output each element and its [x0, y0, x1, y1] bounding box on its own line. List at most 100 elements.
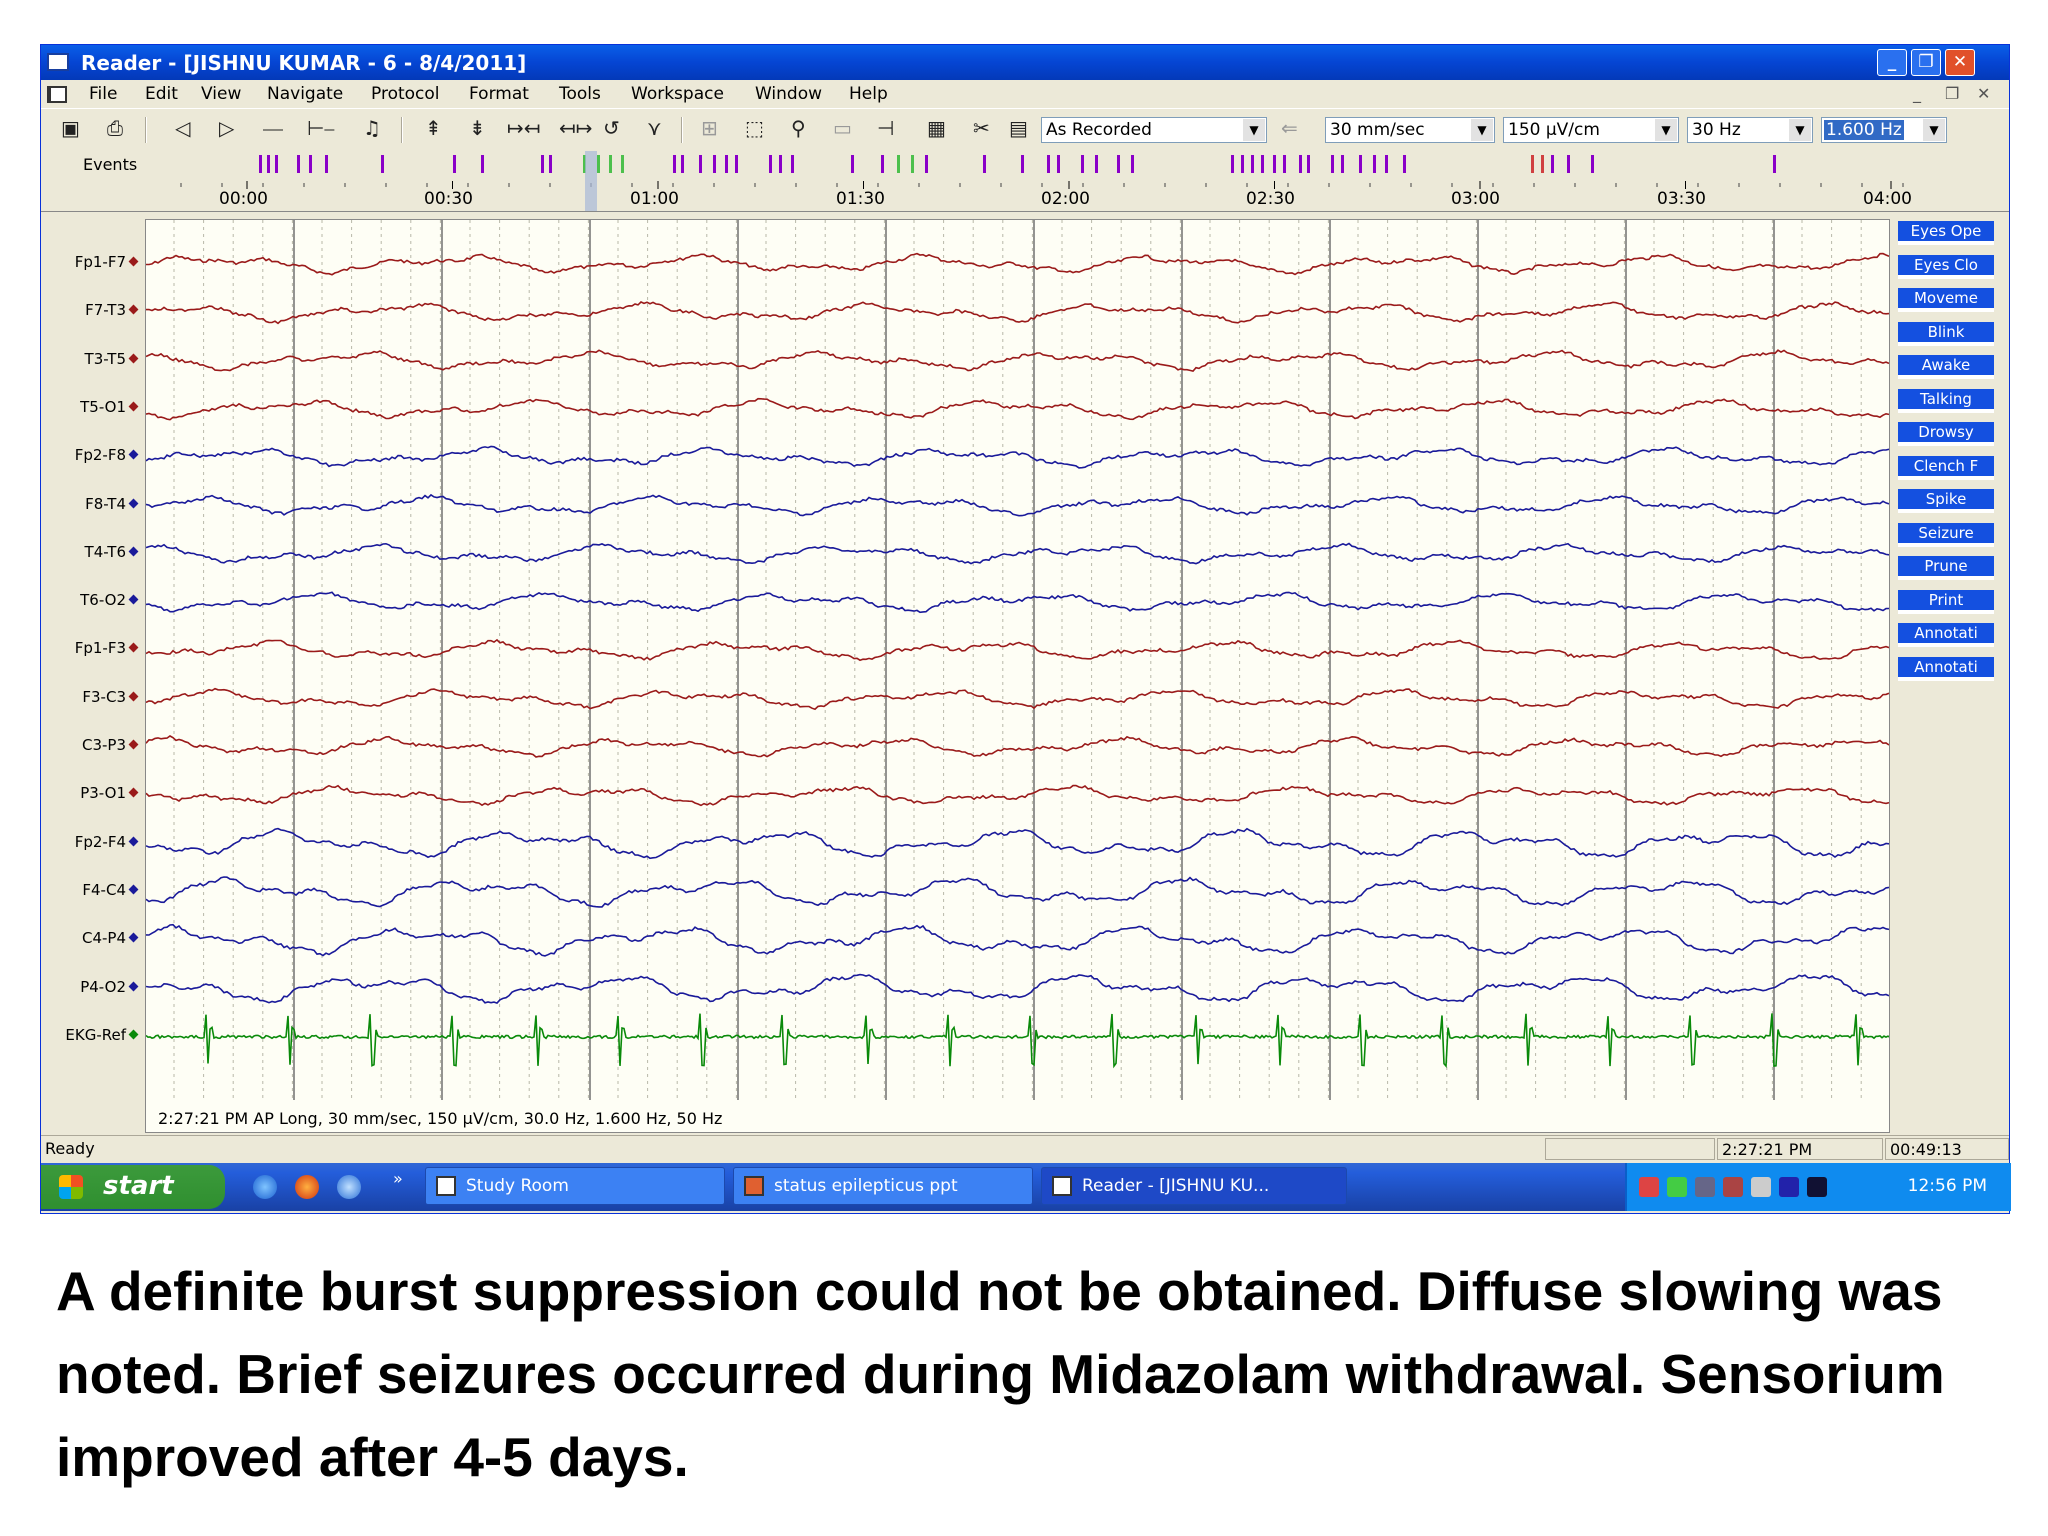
channel-label[interactable]: Fp1-F7	[75, 253, 139, 271]
step-icon[interactable]: ⊢⎯	[307, 116, 335, 140]
timeline-ruler[interactable]: 00:00 00:30 01:00 01:30 02:00 02:30 03:0…	[41, 177, 2009, 212]
window-icon[interactable]: ▤	[1009, 116, 1028, 140]
channel-label[interactable]: F8-T4	[85, 495, 139, 513]
channel-label[interactable]: C3-P3	[82, 736, 139, 754]
alert-icon[interactable]	[1723, 1177, 1743, 1197]
channel-label[interactable]: T5-O1	[80, 398, 139, 416]
monitor-icon[interactable]	[1779, 1177, 1799, 1197]
menu-edit[interactable]: Edit	[145, 84, 178, 104]
compress-time-icon[interactable]: ↤↦	[559, 116, 593, 140]
menu-protocol[interactable]: Protocol	[371, 84, 440, 104]
marker-icon[interactable]: ⋎	[647, 116, 662, 140]
sensitivity-select[interactable]: 150 µV/cm ▼	[1503, 117, 1679, 143]
channel-label-text: P4-O2	[80, 977, 126, 996]
quicklaunch-overflow-icon[interactable]: »	[393, 1169, 403, 1188]
annotation-button[interactable]: Clench F	[1898, 455, 1994, 480]
mdi-close-button[interactable]: ✕	[1977, 84, 1991, 103]
mdi-restore-button[interactable]: ❐	[1945, 84, 1960, 103]
channel-label[interactable]: Fp1-F3	[75, 639, 139, 657]
menu-navigate[interactable]: Navigate	[267, 84, 344, 104]
network-icon[interactable]	[1639, 1177, 1659, 1197]
menu-window[interactable]: Window	[755, 84, 823, 104]
task-reader[interactable]: Reader - [JISHNU KU...	[1041, 1167, 1347, 1205]
menu-tools[interactable]: Tools	[559, 84, 601, 104]
grid-icon[interactable]: ⊞	[701, 116, 718, 140]
annotation-button[interactable]: Moveme	[1898, 288, 1994, 312]
event-marker	[549, 155, 552, 173]
channel-label[interactable]: Fp2-F8	[75, 446, 139, 464]
annotation-button[interactable]: Drowsy	[1898, 422, 1994, 446]
event-marker	[911, 155, 914, 173]
back-arrow-icon[interactable]: ⇐	[1281, 116, 1298, 140]
annotation-button[interactable]: Print	[1898, 589, 1994, 614]
firefox-icon[interactable]	[295, 1175, 319, 1199]
event-marker	[541, 155, 544, 173]
zoom-icon[interactable]: ⚲	[791, 116, 806, 140]
annotation-button[interactable]: Seizure	[1898, 522, 1994, 547]
task-powerpoint[interactable]: status epilepticus ppt	[733, 1167, 1033, 1205]
internet-explorer-icon[interactable]	[253, 1175, 277, 1199]
channel-label[interactable]: T6-O2	[80, 591, 139, 609]
annotation-button[interactable]: Prune	[1898, 556, 1994, 580]
low-filter-select[interactable]: 1.600 Hz ▼	[1821, 117, 1947, 143]
channel-label[interactable]: F3-C3	[82, 688, 139, 706]
annotation-button[interactable]: Annotati	[1898, 656, 1994, 681]
menu-file[interactable]: File	[89, 84, 118, 104]
annotation-button[interactable]: Eyes Clo	[1898, 254, 1994, 279]
close-button[interactable]: ✕	[1945, 49, 1975, 76]
channel-label[interactable]: T3-T5	[85, 350, 139, 368]
save-icon[interactable]: ▣	[61, 116, 80, 140]
document-icon[interactable]	[47, 86, 67, 103]
video-icon[interactable]: ▭	[833, 116, 852, 140]
timeline-label: 01:30	[836, 189, 885, 209]
event-markers[interactable]	[41, 151, 2009, 177]
annotation-button[interactable]: Spike	[1898, 489, 1994, 513]
channel-label[interactable]: P3-O1	[80, 784, 139, 802]
display-icon[interactable]	[1695, 1177, 1715, 1197]
select-rect-icon[interactable]: ⬚	[745, 116, 764, 140]
eeg-trace-area[interactable]: 2:27:21 PM AP Long, 30 mm/sec, 150 µV/cm…	[145, 219, 1890, 1133]
channel-label[interactable]: T4-T6	[85, 543, 139, 561]
maximize-button[interactable]: ❐	[1911, 49, 1941, 76]
mdi-minimize-button[interactable]: _	[1913, 84, 1921, 103]
speed-select[interactable]: 30 mm/sec ▼	[1325, 117, 1495, 143]
channel-label[interactable]: C4-P4	[82, 929, 139, 947]
baseline-icon[interactable]: ⎯⎯	[263, 116, 283, 140]
calculator-icon[interactable]: ▦	[927, 116, 946, 140]
measure-icon[interactable]: ⊣	[877, 116, 895, 140]
annotation-button[interactable]: Talking	[1898, 388, 1994, 413]
menu-help[interactable]: Help	[849, 84, 888, 104]
wireless-icon[interactable]	[1807, 1177, 1827, 1197]
channel-label[interactable]: EKG-Ref	[65, 1026, 139, 1044]
next-page-icon[interactable]: ▷	[219, 116, 235, 140]
undo-icon[interactable]: ↺	[603, 116, 620, 140]
events-bar[interactable]: Events	[41, 151, 2009, 177]
quicklaunch-icon[interactable]	[337, 1175, 361, 1199]
minimize-button[interactable]: _	[1877, 49, 1907, 76]
channel-label[interactable]: P4-O2	[80, 977, 139, 996]
channel-label[interactable]: F7-T3	[85, 301, 139, 319]
menu-format[interactable]: Format	[469, 84, 529, 104]
menu-view[interactable]: View	[201, 84, 242, 104]
channel-label[interactable]: Fp2-F4	[75, 833, 139, 851]
task-study-room[interactable]: Study Room	[425, 1167, 725, 1205]
security-icon[interactable]	[1667, 1177, 1687, 1197]
annotation-button[interactable]: Eyes Ope	[1898, 221, 1994, 245]
scissors-icon[interactable]: ✂	[973, 116, 990, 140]
channel-label[interactable]: F4-C4	[82, 881, 139, 899]
print-icon[interactable]: ⎙	[107, 116, 123, 140]
montage-select[interactable]: As Recorded ▼	[1041, 117, 1267, 143]
annotation-button[interactable]: Awake	[1898, 355, 1994, 379]
high-filter-select[interactable]: 30 Hz ▼	[1687, 117, 1813, 143]
menu-workspace[interactable]: Workspace	[631, 84, 724, 104]
previous-page-icon[interactable]: ◁	[175, 116, 191, 140]
title-bar[interactable]: Reader - [JISHNU KUMAR - 6 - 8/4/2011] _…	[41, 45, 2009, 80]
annotation-button[interactable]: Blink	[1898, 321, 1994, 346]
expand-time-icon[interactable]: ↦↤	[507, 116, 541, 140]
audio-icon[interactable]: ♫	[363, 116, 381, 140]
gain-decrease-icon[interactable]: ⇟	[469, 116, 486, 140]
start-button[interactable]: start	[41, 1165, 225, 1209]
annotation-button[interactable]: Annotati	[1898, 623, 1994, 647]
volume-icon[interactable]	[1751, 1177, 1771, 1197]
gain-increase-icon[interactable]: ⇞	[425, 116, 442, 140]
